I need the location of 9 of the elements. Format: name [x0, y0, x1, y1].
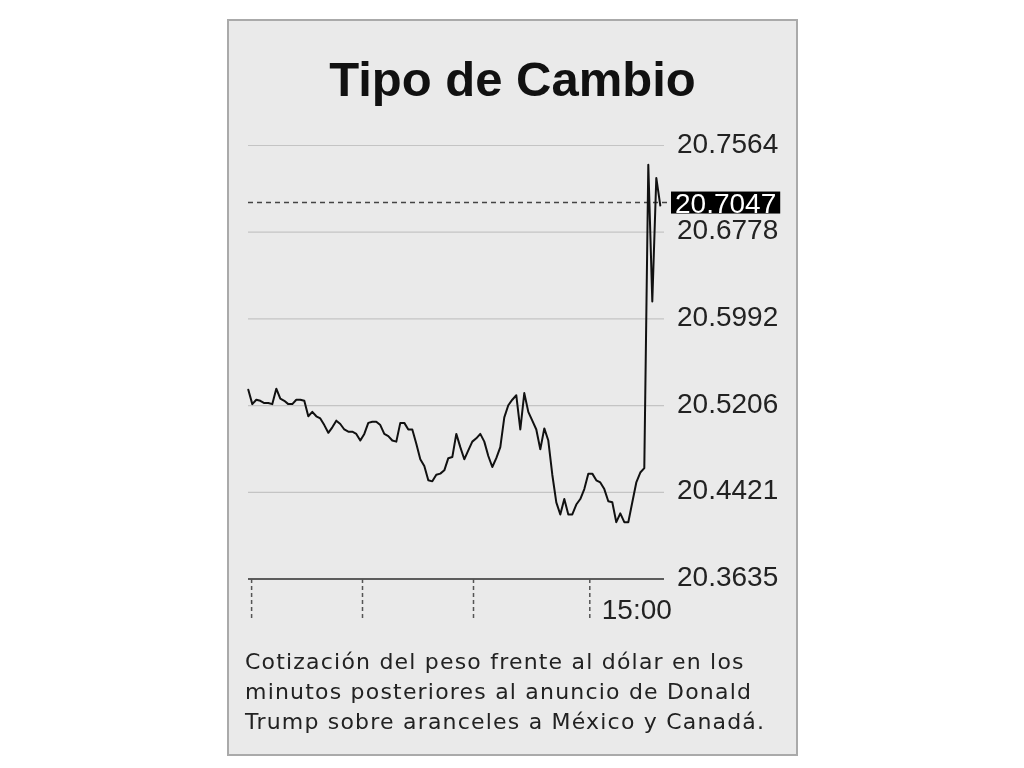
text: Cotización del peso frente al dólar en los minutos posteriores al anuncio de Donald Trump sobre aranceles a México y Canadá. [244, 649, 766, 734]
text: 15:00 [601, 594, 672, 625]
line-series [247, 163, 662, 524]
y-tick-label: 20.5206 [677, 387, 779, 419]
y-tick-label: 20.7564 [677, 127, 779, 159]
y-tick-label: 20.5992 [677, 300, 779, 332]
y-tick-label: 20.4421 [677, 474, 779, 506]
y-tick-label: 20.3635 [677, 561, 779, 592]
chart-title: Tipo de Cambio [329, 52, 696, 106]
